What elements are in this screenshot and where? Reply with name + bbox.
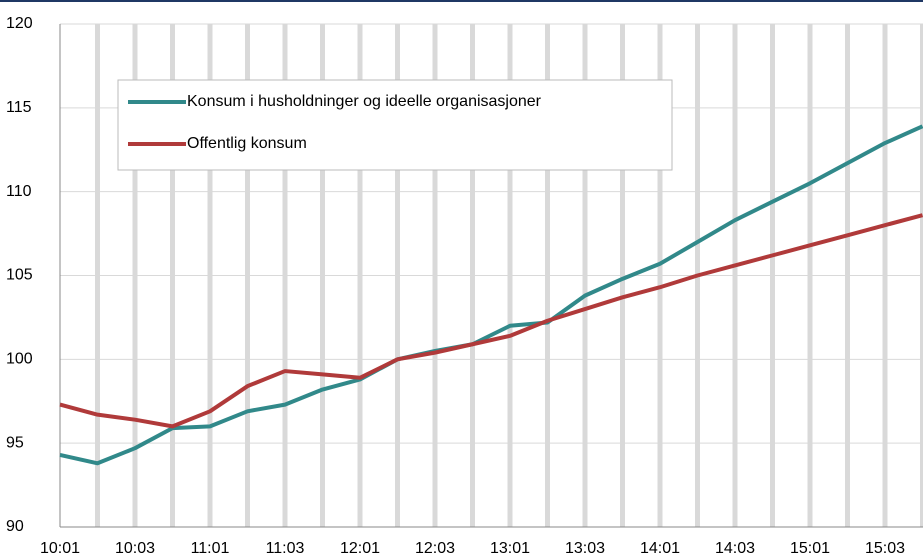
legend: Konsum i husholdninger og ideelle organi…	[117, 79, 673, 171]
legend-label: Konsum i husholdninger og ideelle organi…	[187, 93, 542, 110]
x-tick-label: 11:03	[266, 540, 305, 557]
x-tick-label: 15:03	[865, 540, 905, 557]
y-tick-label: 115	[6, 99, 32, 116]
x-tick-label: 11:01	[191, 540, 230, 557]
y-tick-label: 105	[6, 267, 33, 284]
series-line	[59, 213, 923, 429]
x-tick-label: 10:03	[115, 540, 155, 557]
x-tick-label: 15:01	[790, 540, 830, 557]
x-tick-label: 12:03	[415, 540, 455, 557]
y-tick-label: 90	[6, 518, 24, 535]
x-tick-label: 13:01	[490, 540, 530, 557]
y-tick-label: 120	[6, 15, 33, 32]
x-tick-label: 14:01	[640, 540, 680, 557]
legend-label: Offentlig konsum	[187, 135, 307, 152]
y-tick-label: 95	[6, 434, 24, 451]
x-tick-label: 14:03	[715, 540, 755, 557]
top-border	[0, 0, 923, 2]
y-tick-label: 110	[6, 183, 32, 200]
x-tick-label: 10:01	[40, 540, 80, 557]
legend-box	[117, 79, 673, 171]
y-tick-label: 100	[6, 351, 33, 368]
x-tick-label: 13:03	[565, 540, 605, 557]
x-tick-label: 12:01	[340, 540, 380, 557]
series-line	[59, 124, 923, 466]
